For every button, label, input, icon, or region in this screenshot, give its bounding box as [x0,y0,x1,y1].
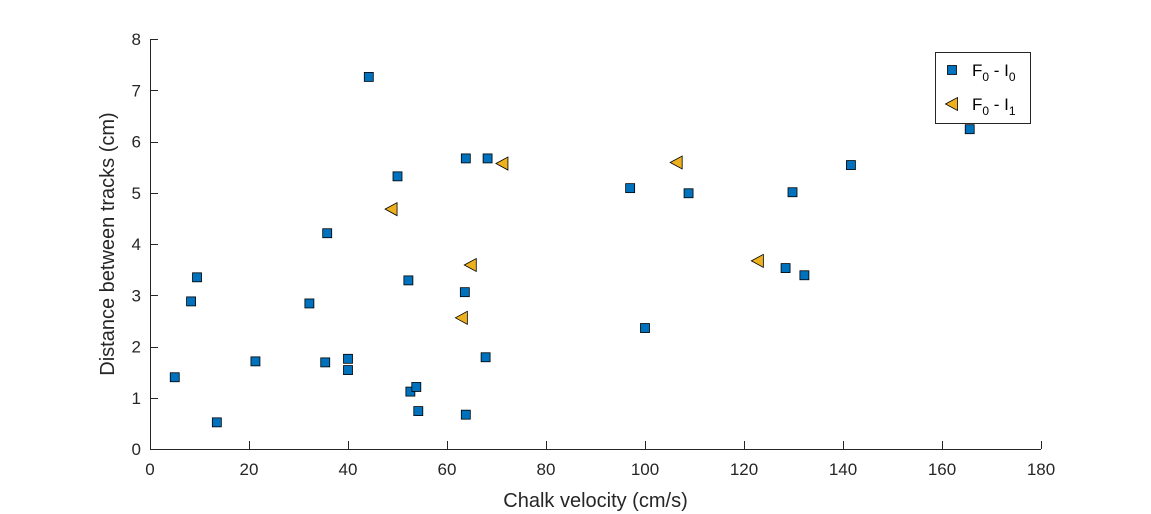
data-point [460,153,471,164]
y-tick-label: 1 [132,389,141,408]
data-point [460,409,471,420]
y-tick-label: 3 [132,286,141,305]
data-point [787,187,798,198]
series-2 [384,155,764,325]
data-point [463,257,477,273]
data-point [640,323,650,333]
data-point [392,171,403,182]
x-tick-label: 20 [240,460,259,479]
data-point [669,155,683,170]
y-tick-label: 2 [132,338,141,357]
data-point [964,124,975,135]
legend-marker [947,65,957,75]
y-tick-label: 8 [132,30,141,49]
series-1 [169,72,975,428]
y-tick-label: 0 [132,440,141,459]
legend-label: F0 - I1 [972,95,1016,118]
x-tick-label: 120 [730,460,758,479]
legend-item: F0 - I0 [947,61,1016,84]
y-tick-label: 6 [132,133,141,152]
data-point [482,153,493,164]
legend-marker [944,96,958,112]
data-point [413,406,424,416]
x-axis-title: Chalk velocity (cm/s) [503,490,687,512]
y-tick-label: 5 [132,184,141,203]
data-points [169,72,975,428]
y-axis-ticks: 0 1 2 3 4 5 6 7 8 [132,30,158,459]
data-point [403,275,414,286]
x-tick-label: 40 [339,460,358,479]
data-point [480,352,491,363]
data-point [799,270,810,281]
data-point [304,298,315,309]
data-point [454,310,468,325]
data-point [320,357,331,368]
data-point [495,156,509,171]
data-point [625,183,636,194]
legend: F0 - I0 F0 - I1 [935,52,1031,124]
data-point [186,296,196,307]
data-point [750,253,764,269]
legend-box [935,52,1031,124]
data-point [780,263,791,273]
x-tick-label: 180 [1027,460,1055,479]
data-point [169,372,180,383]
data-point [343,365,353,375]
x-tick-label: 140 [829,460,857,479]
data-point [683,188,694,199]
legend-label: F0 - I0 [972,61,1016,84]
y-tick-label: 4 [132,235,141,254]
data-point [211,417,222,428]
legend-item: F0 - I1 [944,95,1016,118]
x-tick-label: 60 [438,460,457,479]
data-point [363,72,374,82]
y-axis-title: Distance between tracks (cm) [97,112,119,375]
data-point [343,353,353,364]
data-point [384,201,398,217]
data-point [250,356,261,367]
data-point [322,228,333,239]
data-point [846,160,856,170]
x-tick-label: 0 [145,460,154,479]
data-point [459,287,470,298]
x-tick-label: 100 [631,460,659,479]
x-axis-ticks: 0 20 40 60 80 100 120 140 160 180 [145,441,1055,479]
y-tick-label: 7 [132,81,141,100]
data-point [411,382,422,392]
x-tick-label: 160 [928,460,956,479]
axes: 0 20 40 60 80 100 120 140 160 180 0 1 2 3 4 5 6 7 8 [132,30,1056,479]
x-tick-label: 80 [537,460,556,479]
data-point [192,272,202,283]
